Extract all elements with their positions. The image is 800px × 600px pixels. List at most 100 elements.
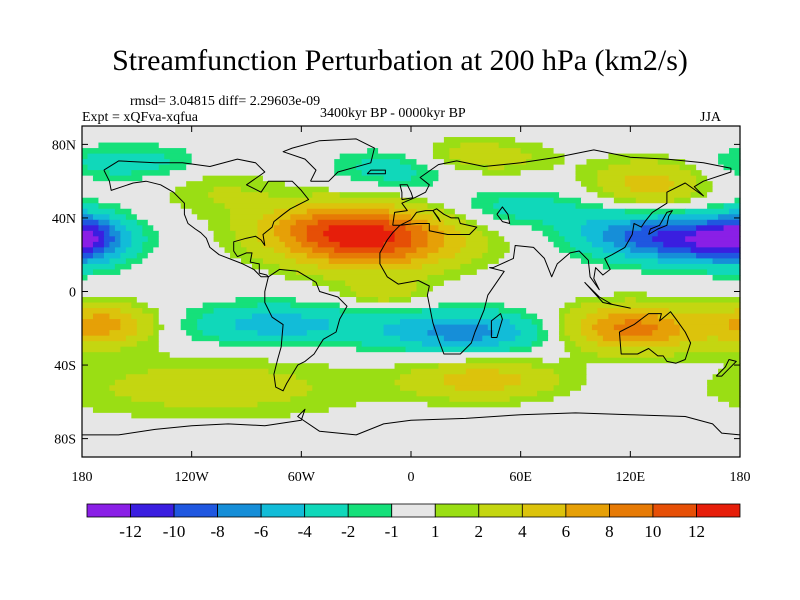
field-cell bbox=[147, 368, 270, 375]
new-zealand-coast bbox=[715, 359, 737, 377]
field-cell bbox=[82, 440, 741, 447]
field-cell bbox=[443, 208, 456, 215]
field-cell bbox=[652, 330, 681, 337]
field-cell bbox=[120, 230, 132, 237]
field-cell bbox=[290, 225, 308, 232]
colorbar: -12 -10 -8 -6 -4 -2 -1 1 2 4 6 8 10 12 bbox=[86, 503, 741, 541]
field-cell bbox=[542, 357, 560, 364]
field-cell bbox=[564, 324, 582, 331]
field-cell bbox=[103, 241, 111, 248]
field-cell bbox=[257, 225, 275, 232]
field-cell bbox=[559, 319, 566, 326]
field-cell bbox=[411, 219, 429, 226]
field-cell bbox=[251, 263, 280, 271]
field-cell bbox=[564, 236, 588, 243]
field-cell bbox=[580, 230, 604, 237]
field-cell bbox=[624, 297, 637, 304]
field-cell bbox=[312, 280, 346, 287]
field-cell bbox=[432, 148, 450, 155]
field-cell bbox=[312, 247, 335, 254]
season-label: JJA bbox=[700, 110, 722, 125]
field-cell bbox=[82, 379, 116, 386]
field-cell bbox=[630, 219, 708, 226]
field-cell bbox=[213, 230, 237, 237]
field-cell bbox=[257, 401, 357, 408]
field-cell bbox=[339, 291, 357, 298]
field-cell bbox=[213, 308, 341, 315]
field-cell bbox=[602, 263, 642, 271]
field-cell bbox=[142, 308, 160, 315]
field-cell bbox=[712, 274, 741, 282]
field-cell bbox=[553, 385, 582, 392]
field-cell bbox=[553, 368, 588, 375]
field-cell bbox=[427, 274, 461, 282]
field-cell bbox=[142, 247, 154, 254]
field-cell bbox=[685, 236, 741, 243]
field-cell bbox=[235, 236, 259, 243]
field-cell bbox=[224, 203, 297, 210]
field-cell bbox=[279, 263, 319, 271]
field-cell bbox=[504, 302, 566, 309]
field-cell bbox=[339, 192, 401, 199]
field-cell bbox=[82, 297, 138, 304]
field-cell bbox=[416, 159, 445, 166]
field-cell bbox=[356, 291, 412, 298]
field-cell bbox=[443, 203, 472, 210]
field-cell bbox=[526, 308, 560, 315]
field-cell bbox=[295, 236, 308, 243]
experiment-label: Expt = xQFva-xqfua bbox=[82, 110, 198, 125]
field-cell bbox=[295, 269, 445, 276]
field-cell bbox=[641, 225, 697, 232]
field-cell bbox=[284, 274, 324, 282]
field-cell bbox=[82, 181, 187, 188]
field-cell bbox=[312, 214, 390, 221]
field-cell bbox=[131, 208, 193, 215]
field-cell bbox=[427, 330, 494, 337]
field-cell bbox=[668, 153, 719, 160]
field-cell bbox=[87, 274, 286, 282]
field-cell bbox=[575, 203, 604, 210]
field-cell bbox=[591, 241, 615, 248]
field-cell bbox=[602, 335, 670, 342]
field-cell bbox=[82, 214, 94, 221]
field-cell bbox=[696, 186, 714, 193]
field-cell bbox=[125, 247, 143, 254]
field-cell bbox=[158, 142, 434, 149]
field-cell bbox=[570, 390, 708, 397]
field-cell bbox=[498, 368, 555, 375]
field-cell bbox=[476, 192, 560, 199]
field-cell bbox=[734, 308, 741, 315]
field-cell bbox=[586, 379, 708, 386]
field-cell bbox=[92, 269, 121, 276]
field-cell bbox=[92, 313, 111, 320]
field-cell bbox=[164, 153, 193, 160]
field-cell bbox=[570, 252, 593, 259]
field-cell bbox=[131, 236, 149, 243]
field-cell bbox=[328, 258, 412, 265]
field-cell bbox=[224, 247, 248, 254]
field-cell bbox=[504, 236, 549, 243]
field-cell bbox=[153, 330, 160, 337]
field-cell bbox=[624, 175, 670, 182]
field-cell bbox=[125, 374, 297, 381]
field-cell bbox=[482, 230, 500, 237]
field-cell bbox=[624, 230, 659, 237]
field-cell bbox=[306, 252, 330, 259]
field-cell bbox=[449, 148, 522, 155]
field-cell bbox=[718, 396, 741, 403]
field-cell bbox=[120, 324, 138, 331]
field-cell bbox=[597, 330, 620, 337]
field-cell bbox=[251, 313, 302, 320]
field-cell bbox=[361, 170, 418, 177]
field-cell bbox=[202, 302, 259, 309]
field-cell bbox=[509, 219, 544, 226]
field-cell bbox=[443, 219, 467, 226]
field-cell bbox=[537, 330, 549, 337]
field-cell bbox=[553, 197, 582, 204]
field-cell bbox=[580, 258, 609, 265]
coastlines bbox=[82, 138, 741, 436]
field-cell bbox=[153, 225, 209, 232]
field-cell bbox=[575, 341, 599, 348]
field-cell bbox=[580, 385, 708, 392]
field-cell bbox=[394, 230, 412, 237]
